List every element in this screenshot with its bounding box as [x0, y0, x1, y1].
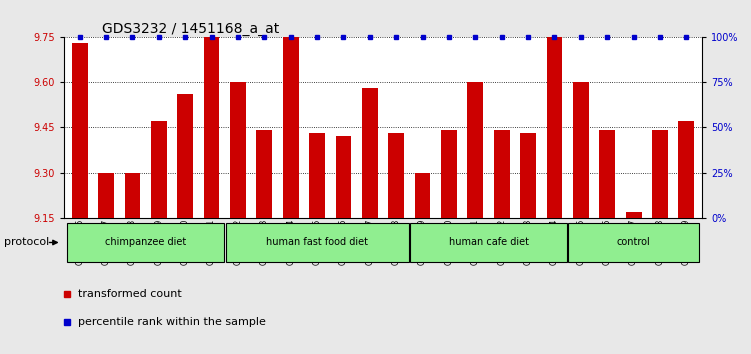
Text: protocol: protocol — [4, 238, 49, 247]
Bar — [441, 131, 457, 218]
Bar — [520, 133, 536, 218]
Bar — [204, 37, 219, 218]
Bar — [626, 212, 641, 218]
Bar — [388, 133, 404, 218]
Bar — [415, 172, 430, 218]
Text: chimpanzee diet: chimpanzee diet — [105, 238, 186, 247]
Text: percentile rank within the sample: percentile rank within the sample — [78, 317, 266, 327]
Bar — [125, 172, 140, 218]
Text: control: control — [617, 238, 650, 247]
FancyBboxPatch shape — [410, 223, 567, 262]
Bar — [362, 88, 378, 218]
Bar — [177, 94, 193, 218]
Text: human cafe diet: human cafe diet — [448, 238, 529, 247]
Bar — [573, 82, 589, 218]
FancyBboxPatch shape — [68, 223, 225, 262]
Bar — [283, 37, 299, 218]
Bar — [467, 82, 483, 218]
Text: GDS3232 / 1451168_a_at: GDS3232 / 1451168_a_at — [102, 22, 279, 36]
Bar — [230, 82, 246, 218]
Bar — [652, 131, 668, 218]
Bar — [72, 43, 88, 218]
Bar — [547, 37, 562, 218]
Text: human fast food diet: human fast food diet — [266, 238, 368, 247]
Bar — [336, 137, 351, 218]
Bar — [256, 131, 272, 218]
FancyBboxPatch shape — [225, 223, 409, 262]
Bar — [151, 121, 167, 218]
Bar — [599, 131, 615, 218]
Bar — [309, 133, 325, 218]
FancyBboxPatch shape — [569, 223, 699, 262]
Bar — [494, 131, 510, 218]
Text: transformed count: transformed count — [78, 289, 182, 299]
Bar — [678, 121, 694, 218]
Bar — [98, 172, 114, 218]
